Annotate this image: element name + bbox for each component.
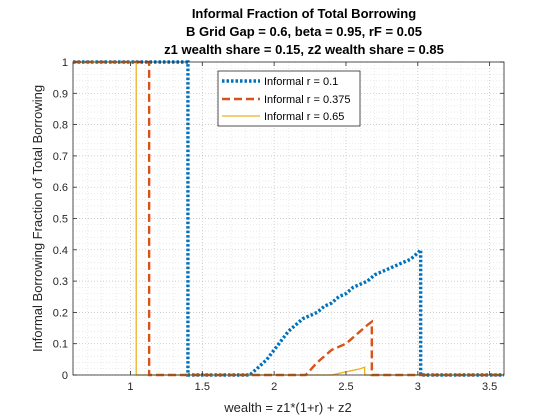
x-tick-label: 1 — [127, 381, 133, 393]
legend: Informal r = 0.1 Informal r = 0.375 Info… — [217, 70, 361, 127]
x-tick-label: 3.5 — [482, 381, 497, 393]
y-tick-label: 0.9 — [53, 88, 68, 100]
x-tick-label: 2 — [271, 381, 277, 393]
y-tick-label: 0.8 — [53, 120, 68, 132]
y-tick-label: 0 — [62, 370, 68, 382]
chart-title-line-2: B Grid Gap = 0.6, beta = 0.95, rF = 0.05 — [186, 24, 422, 39]
x-tick-label: 1.5 — [195, 381, 210, 393]
axis-ticks: 1 1.5 2 2.5 3 3.5 0 0.1 0.2 0.3 0.4 0.5 0.6 0.7 0.8 0.9… — [53, 57, 504, 393]
y-axis-label: Informal Borrowing Fraction of Total Bor… — [30, 85, 45, 352]
grid — [72, 61, 505, 376]
x-axis-label: wealth = z1*(1+r) + z2 — [223, 400, 352, 415]
y-tick-label: 0.6 — [53, 182, 68, 194]
y-tick-label: 1 — [62, 57, 68, 69]
chart-title-line-1: Informal Fraction of Total Borrowing — [192, 6, 416, 21]
series-line-1 — [73, 60, 504, 377]
x-tick-label: 2.5 — [338, 381, 353, 393]
legend-label-r-0.375: Informal r = 0.375 — [264, 94, 351, 106]
legend-label-r-0.65: Informal r = 0.65 — [264, 111, 344, 123]
series-line-2 — [73, 60, 504, 377]
legend-label-r-0.1: Informal r = 0.1 — [264, 76, 338, 88]
y-tick-label: 0.1 — [53, 339, 68, 351]
chart-title-line-3: z1 wealth share = 0.15, z2 wealth share … — [164, 42, 444, 57]
y-tick-label: 0.7 — [53, 151, 68, 163]
x-tick-label: 3 — [415, 381, 421, 393]
y-tick-label: 0.4 — [53, 245, 68, 257]
y-tick-label: 0.3 — [53, 276, 68, 288]
y-tick-label: 0.5 — [53, 214, 68, 226]
y-tick-label: 0.2 — [53, 307, 68, 319]
